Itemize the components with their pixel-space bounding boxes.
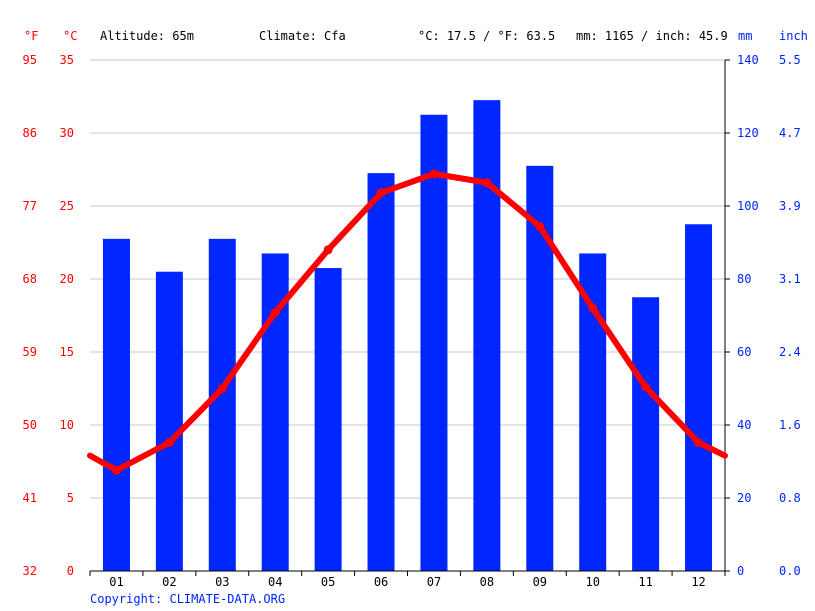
precipitation-bar	[314, 268, 342, 571]
celsius-tick-label: 5	[67, 491, 74, 505]
month-tick-label: 02	[162, 575, 176, 589]
unit-fahrenheit-label: °F	[24, 29, 38, 43]
temperature-point	[482, 178, 492, 188]
precipitation-bar	[367, 173, 395, 571]
celsius-tick-label: 35	[60, 53, 74, 67]
temperature-point	[164, 438, 174, 448]
gridlines	[90, 59, 725, 499]
month-tick-label: 03	[215, 575, 229, 589]
climate-label: Climate: Cfa	[259, 29, 346, 43]
inch-tick-label: 0.8	[779, 491, 801, 505]
precipitation-bar	[208, 238, 236, 571]
month-tick-label: 01	[109, 575, 123, 589]
temperature-point	[111, 465, 121, 475]
mm-tick-label: 80	[737, 272, 751, 286]
month-tick-label: 04	[268, 575, 282, 589]
mm-tick-label: 60	[737, 345, 751, 359]
month-tick-label: 11	[638, 575, 652, 589]
temperature-point	[588, 303, 598, 313]
temperature-point	[641, 382, 651, 392]
temperature-point	[270, 308, 280, 318]
mm-tick-label: 0	[737, 564, 744, 578]
inch-tick-label: 0.0	[779, 564, 801, 578]
month-tick-label: 07	[427, 575, 441, 589]
month-tick-label: 10	[585, 575, 599, 589]
mm-tick-label: 40	[737, 418, 751, 432]
fahrenheit-tick-label: 32	[23, 564, 37, 578]
celsius-tick-label: 25	[60, 199, 74, 213]
temperature-point	[535, 221, 545, 231]
axes	[89, 59, 730, 576]
precipitation-bar	[155, 271, 183, 571]
inch-tick-label: 5.5	[779, 53, 801, 67]
precipitation-bar	[420, 114, 448, 571]
temperature-point	[376, 188, 386, 198]
unit-mm-label: mm	[738, 29, 752, 43]
fahrenheit-tick-label: 68	[23, 272, 37, 286]
temperature-point	[429, 169, 439, 179]
celsius-tick-label: 15	[60, 345, 74, 359]
temperature-series-line	[87, 170, 728, 474]
mm-tick-label: 20	[737, 491, 751, 505]
celsius-tick-label: 10	[60, 418, 74, 432]
celsius-tick-label: 0	[67, 564, 74, 578]
precipitation-bar	[473, 100, 501, 572]
unit-celsius-label: °C	[63, 29, 77, 43]
fahrenheit-tick-label: 50	[23, 418, 37, 432]
month-tick-label: 05	[321, 575, 335, 589]
mm-tick-label: 140	[737, 53, 759, 67]
unit-inch-label: inch	[779, 29, 808, 43]
mm-tick-label: 100	[737, 199, 759, 213]
fahrenheit-tick-label: 59	[23, 345, 37, 359]
precipitation-bar	[526, 165, 554, 571]
month-tick-label: 06	[374, 575, 388, 589]
month-tick-label: 09	[533, 575, 547, 589]
fahrenheit-tick-label: 41	[23, 491, 37, 505]
precipitation-bar	[632, 297, 660, 571]
temperature-line	[87, 169, 728, 475]
fahrenheit-tick-label: 86	[23, 126, 37, 140]
temperature-point	[217, 384, 227, 393]
inch-tick-label: 3.9	[779, 199, 801, 213]
precipitation-bar	[579, 253, 607, 571]
tick-labels: 9586776859504132353025201510501401201008…	[23, 53, 801, 589]
month-tick-label: 08	[480, 575, 494, 589]
precipitation-total-label: mm: 1165 / inch: 45.9	[576, 29, 728, 43]
celsius-tick-label: 30	[60, 126, 74, 140]
precipitation-bar	[685, 224, 713, 571]
precipitation-bar	[102, 238, 130, 571]
temperature-point	[323, 245, 333, 255]
fahrenheit-tick-label: 77	[23, 199, 37, 213]
month-tick-label: 12	[691, 575, 705, 589]
mm-tick-label: 120	[737, 126, 759, 140]
altitude-label: Altitude: 65m	[100, 29, 194, 43]
precipitation-bars	[102, 100, 713, 572]
fahrenheit-tick-label: 95	[23, 53, 37, 67]
celsius-tick-label: 20	[60, 272, 74, 286]
copyright-label: Copyright: CLIMATE-DATA.ORG	[90, 592, 285, 606]
inch-tick-label: 1.6	[779, 418, 801, 432]
inch-tick-label: 2.4	[779, 345, 801, 359]
inch-tick-label: 3.1	[779, 272, 801, 286]
temperature-point	[694, 438, 704, 448]
inch-tick-label: 4.7	[779, 126, 801, 140]
temperature-average-label: °C: 17.5 / °F: 63.5	[418, 29, 555, 43]
